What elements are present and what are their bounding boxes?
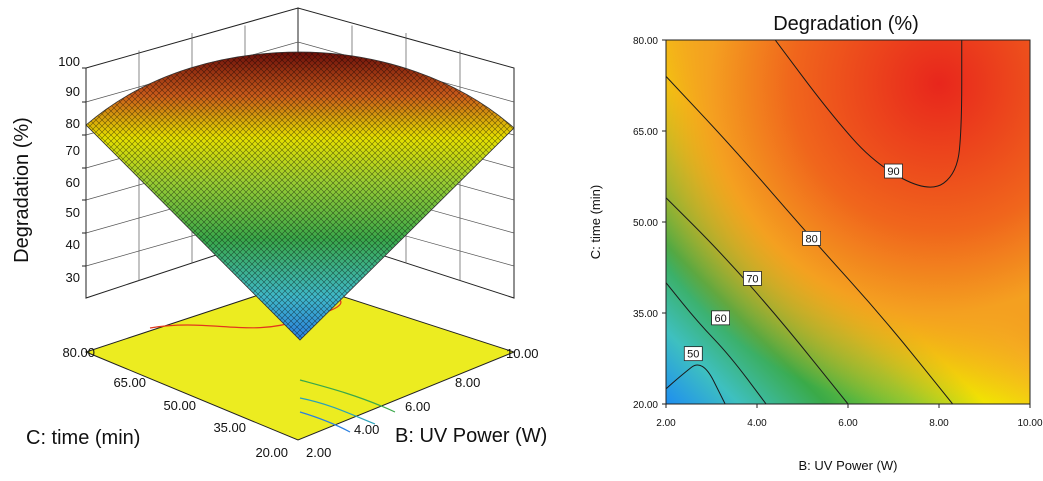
x-tick-label: 4.00 <box>747 418 767 429</box>
contour-y-axis-label: C: time (min) <box>588 185 603 259</box>
contour-line-60 <box>666 282 767 404</box>
z-tick-label: 40 <box>66 237 80 252</box>
x-tick-label: 6.00 <box>405 399 430 414</box>
x-tick-label: 8.00 <box>929 418 949 429</box>
y-tick-label: 35.00 <box>213 420 246 435</box>
z-tick-label: 30 <box>66 270 80 285</box>
floor-contour-90 <box>149 299 342 329</box>
floor-contour-60 <box>299 411 351 433</box>
y-axis-label: C: time (min) <box>26 427 140 449</box>
contour-label-box <box>683 346 703 362</box>
y-tick-label: 20.00 <box>255 445 288 460</box>
y-tick-label: 35.00 <box>633 309 658 320</box>
contour-label: 80 <box>805 233 817 245</box>
contour-line-50 <box>666 364 726 404</box>
y-tick-label: 80.00 <box>62 345 95 360</box>
y-tick-label: 50.00 <box>633 218 658 229</box>
y-ticks: 80.00 65.00 50.00 35.00 20.00 <box>62 345 288 460</box>
contour-label: 70 <box>746 273 758 285</box>
z-tick-label: 70 <box>66 143 80 158</box>
x-tick-label: 2.00 <box>306 445 331 460</box>
x-tick-label: 10.00 <box>506 346 539 361</box>
z-tick-label: 90 <box>66 84 80 99</box>
z-tick-marks <box>82 67 86 267</box>
z-axis-label: Degradation (%) <box>11 117 33 263</box>
x-axis-label: B: UV Power (W) <box>395 425 547 447</box>
contour-label-box <box>802 230 821 246</box>
surface-3d-chart: 30 40 50 60 70 80 90 100 Degradation (%)… <box>11 7 547 460</box>
x-tick-label: 2.00 <box>656 418 676 429</box>
contour-label: 90 <box>887 166 899 178</box>
contour-label: 50 <box>687 349 699 361</box>
contour-line-90 <box>774 40 963 188</box>
z-ticks: 30 40 50 60 70 80 90 100 <box>58 54 80 285</box>
z-tick-label: 60 <box>66 175 80 190</box>
floor-contour-80 <box>299 379 396 413</box>
z-tick-label: 50 <box>66 205 80 220</box>
contour-label-box <box>711 310 730 326</box>
z-tick-label: 100 <box>58 54 80 69</box>
y-tick-label: 80.00 <box>633 36 658 47</box>
x-tick-label: 4.00 <box>354 422 379 437</box>
x-tick-label: 10.00 <box>1017 418 1042 429</box>
contour-title: Degradation (%) <box>773 13 919 35</box>
contour-x-ticks: 2.00 4.00 6.00 8.00 10.00 <box>656 404 1043 429</box>
contour-plot-frame <box>665 39 1031 405</box>
contour-labels: 50 60 70 80 90 <box>683 163 903 362</box>
floor-contours <box>149 299 396 433</box>
contour-lines <box>666 40 963 404</box>
contour-label-box <box>884 163 903 179</box>
y-tick-label: 65.00 <box>633 127 658 138</box>
contour-line-70 <box>666 197 849 404</box>
x-tick-label: 8.00 <box>455 375 480 390</box>
response-surface <box>85 51 515 341</box>
contour-y-ticks: 20.00 35.00 50.00 65.00 80.00 <box>633 36 666 411</box>
contour-plot-area <box>666 40 1030 404</box>
y-tick-label: 65.00 <box>113 375 146 390</box>
floor-plane <box>84 281 516 441</box>
floor-contour-70 <box>299 397 376 425</box>
contour-label: 60 <box>714 313 726 325</box>
x-ticks: 2.00 4.00 6.00 8.00 10.00 <box>306 346 539 460</box>
y-tick-label: 50.00 <box>163 398 196 413</box>
z-tick-label: 80 <box>66 116 80 131</box>
y-tick-label: 20.00 <box>633 400 658 411</box>
contour-x-axis-label: B: UV Power (W) <box>799 458 898 473</box>
contour-line-80 <box>666 76 954 404</box>
x-tick-label: 6.00 <box>838 418 858 429</box>
contour-label-box <box>743 271 762 286</box>
